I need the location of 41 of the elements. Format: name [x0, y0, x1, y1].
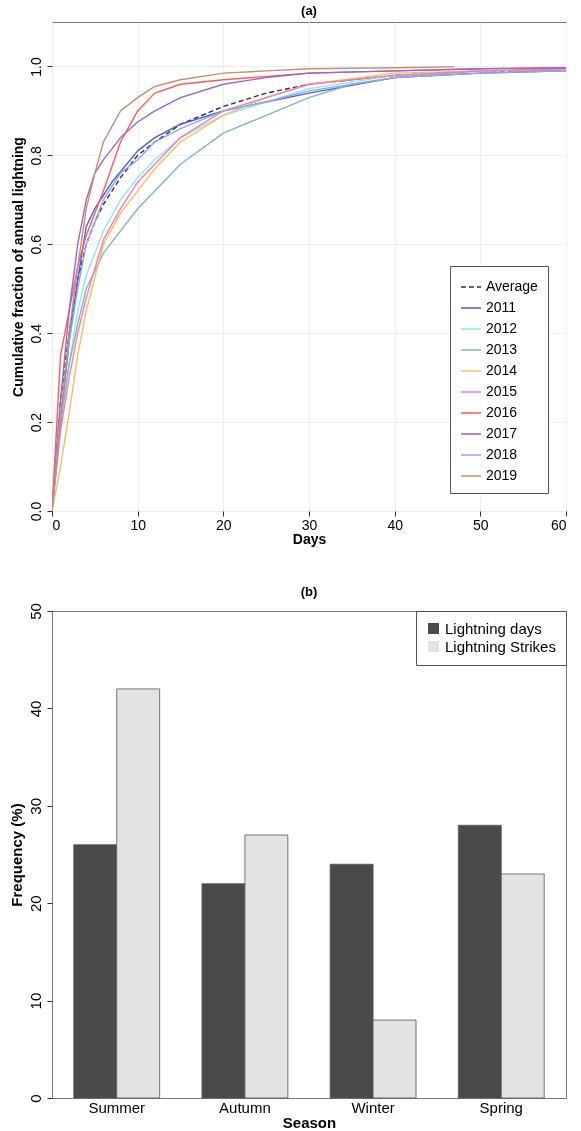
line-series — [52, 66, 456, 511]
y-tick-label: 1.0 — [27, 57, 44, 77]
y-axis-title: Cumulative fraction of annual lightning — [9, 137, 26, 397]
legend-label: 2017 — [486, 425, 518, 441]
y-tick-label: 0.2 — [27, 412, 44, 433]
chart-title: (a) — [301, 3, 317, 18]
x-tick-label: Winter — [351, 1098, 395, 1116]
x-tick-label: 30 — [301, 516, 318, 533]
y-tick-label: 20 — [26, 895, 44, 913]
y-axis-title: Frequency (%) — [7, 803, 25, 907]
x-tick-label: Spring — [479, 1098, 523, 1116]
x-tick-label: 40 — [387, 516, 404, 533]
legend-label: 2013 — [486, 341, 518, 357]
x-axis-title: Season — [282, 1113, 337, 1131]
legend-label: 2015 — [486, 383, 518, 399]
y-tick-label: 10 — [26, 992, 44, 1010]
legend-label: 2014 — [486, 362, 518, 378]
x-tick-label: 50 — [473, 516, 489, 533]
y-tick-label: 0.4 — [27, 323, 44, 344]
legend-label: Lightning Strikes — [445, 637, 556, 655]
x-tick-label: 0 — [52, 516, 61, 533]
x-tick-label: 60 — [550, 516, 567, 533]
legend-label: Lightning days — [445, 619, 542, 637]
y-tick-label: 30 — [26, 797, 44, 815]
x-axis-title: Days — [292, 530, 327, 547]
y-tick-label: 0.8 — [27, 145, 44, 166]
legend-label: 2019 — [486, 467, 518, 483]
y-tick-label: 0.6 — [27, 234, 44, 255]
y-tick-label: 50 — [26, 603, 44, 620]
legend-label: Average — [486, 278, 539, 294]
legend-label: 2016 — [486, 404, 518, 420]
x-tick-label: 10 — [130, 516, 147, 533]
y-tick-label: 40 — [26, 700, 44, 718]
legend-label: 2012 — [486, 320, 518, 336]
x-tick-label: 20 — [216, 516, 232, 533]
chart-title: (b) — [300, 583, 318, 599]
x-tick-label: Summer — [88, 1098, 146, 1116]
legend-label: 2018 — [486, 446, 518, 462]
x-tick-label: Autumn — [219, 1098, 271, 1116]
legend-label: 2011 — [486, 299, 517, 315]
y-tick-label: 0.0 — [27, 501, 44, 522]
